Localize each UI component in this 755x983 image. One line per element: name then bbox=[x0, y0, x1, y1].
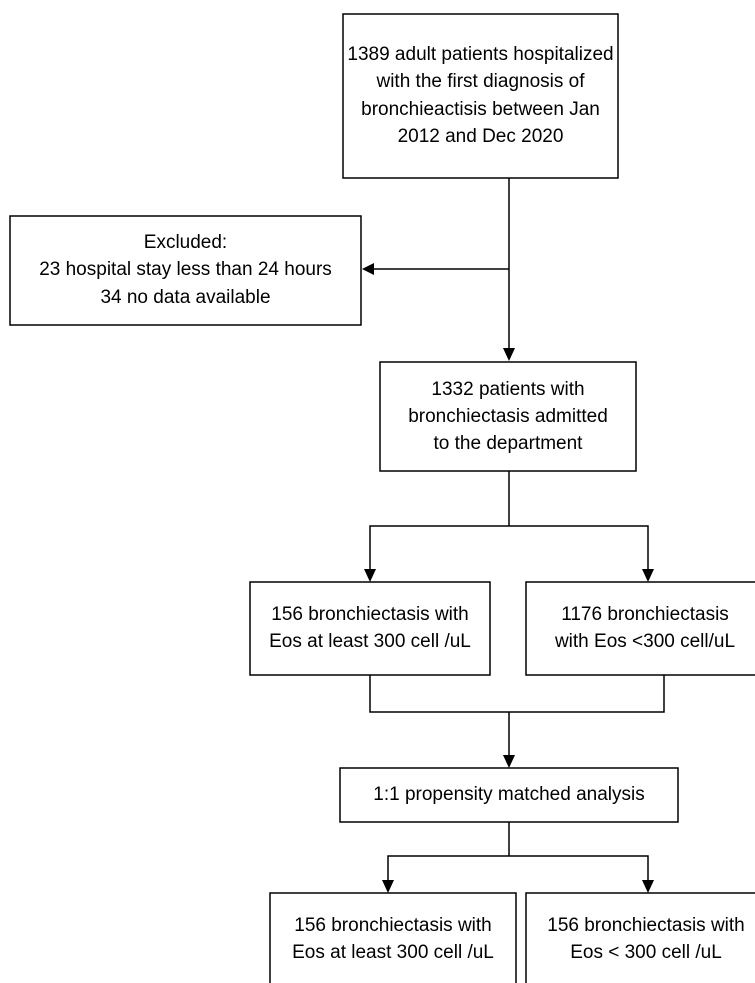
box bbox=[249, 581, 491, 676]
box bbox=[525, 892, 755, 983]
box-text: 23 hospital stay less than 24 hours bbox=[39, 259, 332, 280]
box bbox=[525, 581, 755, 676]
box bbox=[342, 13, 619, 179]
box bbox=[339, 767, 679, 823]
arrow-head bbox=[362, 263, 374, 275]
box-text: Eos at least 300 cell /uL bbox=[292, 942, 494, 963]
box-text: 1332 patients with bbox=[431, 379, 584, 400]
box-text: bronchieactisis between Jan bbox=[361, 99, 600, 120]
box-text: bronchiectasis admitted bbox=[408, 406, 608, 427]
box bbox=[379, 361, 637, 472]
connector bbox=[369, 525, 649, 570]
arrow-head bbox=[503, 755, 515, 768]
box-text: Eos < 300 cell /uL bbox=[570, 942, 722, 963]
box-text: to the department bbox=[434, 433, 584, 454]
box-text: with the first diagnosis of bbox=[375, 71, 585, 92]
arrow-head bbox=[382, 880, 394, 893]
connector bbox=[369, 675, 665, 713]
arrow-head bbox=[364, 569, 376, 582]
box-text: 156 bronchiectasis with bbox=[271, 604, 469, 625]
arrow-head bbox=[642, 880, 654, 893]
box-text: 1:1 propensity matched analysis bbox=[373, 784, 644, 805]
arrow-head bbox=[503, 348, 515, 361]
box-text: 156 bronchiectasis with bbox=[294, 915, 492, 936]
box-text: 34 no data available bbox=[100, 287, 270, 308]
box bbox=[269, 892, 517, 983]
connector bbox=[387, 855, 649, 881]
box-text: 1176 bronchiectasis bbox=[561, 604, 729, 625]
box-text: Excluded: bbox=[144, 232, 227, 253]
box-text: 1389 adult patients hospitalized bbox=[347, 44, 613, 65]
connectors bbox=[362, 178, 665, 893]
box-text: Eos at least 300 cell /uL bbox=[269, 631, 471, 652]
box-text: with Eos <300 cell/uL bbox=[554, 631, 735, 652]
arrow-head bbox=[642, 569, 654, 582]
box-text: 156 bronchiectasis with bbox=[547, 915, 745, 936]
box bbox=[9, 215, 362, 326]
box-text: 2012 and Dec 2020 bbox=[398, 126, 564, 147]
